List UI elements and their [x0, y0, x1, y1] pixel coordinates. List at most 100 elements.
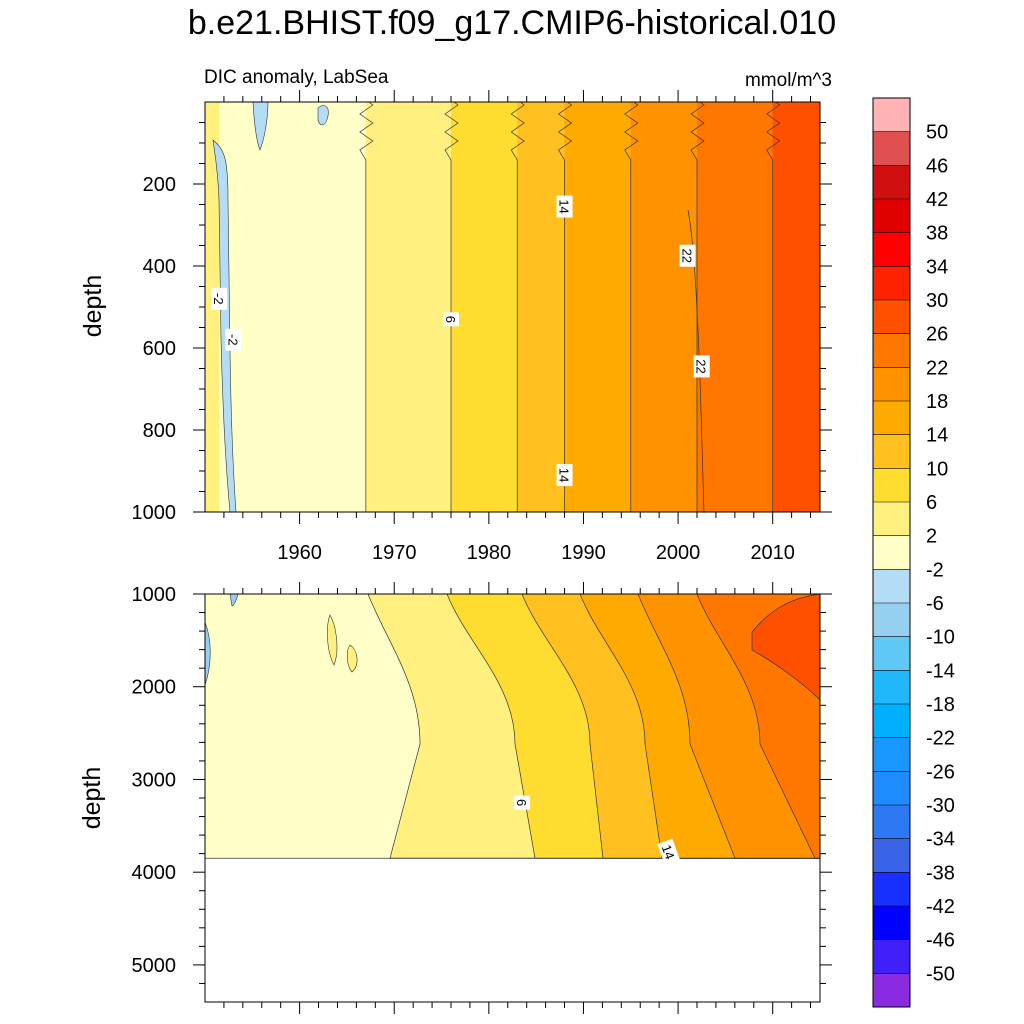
colorbar-swatch [873, 232, 910, 267]
colorbar-label: 50 [926, 122, 948, 144]
colorbar-label: 6 [926, 492, 937, 514]
lower-contour-label: 14 [657, 838, 680, 865]
svg-text:22: 22 [680, 249, 695, 263]
colorbar-swatch [873, 434, 910, 469]
upper-ytick-label: 1000 [132, 502, 177, 524]
upper-ylabel: depth [79, 275, 107, 338]
variable-label: DIC anomaly, LabSea [204, 67, 389, 88]
svg-text:14: 14 [557, 199, 572, 213]
colorbar: 50 46 42 38 34 30 26 22 18 14 10 6 2 -2 -6 -10 -14 -18 -22… [872, 97, 955, 1008]
lower-ytick-label: 5000 [132, 955, 177, 977]
colorbar-label: -10 [926, 627, 955, 649]
svg-text:-2: -2 [211, 293, 226, 305]
upper-band-10 [517, 102, 566, 512]
colorbar-swatch [873, 704, 910, 739]
colorbar-swatch [873, 805, 910, 840]
units-label: mmol/m^3 [745, 70, 832, 91]
lower-panel: 1000 2000 3000 4000 5000 6 14 [132, 582, 832, 1014]
upper-band--2 [219, 102, 367, 512]
svg-text:14: 14 [659, 843, 678, 862]
upper-xtick-label: 1960 [277, 542, 322, 564]
colorbar-swatch [873, 939, 910, 974]
colorbar-label: -30 [926, 795, 955, 817]
svg-text:22: 22 [694, 359, 709, 373]
lower-positive-blob [327, 614, 338, 666]
colorbar-label: -42 [926, 896, 955, 918]
colorbar-label: 10 [926, 458, 948, 480]
upper-ytick-label: 800 [143, 420, 176, 442]
upper-contour-line [766, 101, 781, 512]
colorbar-label: 38 [926, 223, 948, 245]
upper-band-22 [697, 102, 774, 512]
colorbar-label: -2 [926, 559, 944, 581]
colorbar-label: 26 [926, 324, 948, 346]
colorbar-swatch [873, 838, 910, 873]
colorbar-swatch [873, 636, 910, 671]
upper-xtick-label: 1980 [467, 542, 512, 564]
upper-contour-label: 14 [556, 195, 573, 218]
upper-contour-label: 22 [679, 244, 696, 267]
lower-ylabel: depth [78, 767, 106, 830]
colorbar-label: 14 [926, 425, 948, 447]
colorbar-label: 18 [926, 391, 948, 413]
upper-ytick-label: 600 [143, 338, 176, 360]
svg-text:-2: -2 [225, 334, 240, 346]
colorbar-label: 2 [926, 526, 937, 548]
upper-xtick-label: 1990 [561, 542, 606, 564]
colorbar-swatch [873, 603, 910, 638]
colorbar-swatch [873, 872, 910, 907]
colorbar-swatch [873, 468, 910, 503]
colorbar-swatch [873, 569, 910, 604]
colorbar-swatch [873, 131, 910, 166]
colorbar-swatch [873, 401, 910, 436]
lower-contour-label: 6 [513, 795, 530, 810]
colorbar-frame [872, 97, 911, 1008]
colorbar-label: -14 [926, 660, 955, 682]
colorbar-swatch [873, 165, 910, 200]
upper-panel: 200 400 600 800 1000 1960 1970 1980 1990 2000 2010… [132, 90, 832, 564]
colorbar-label: -34 [926, 829, 955, 851]
upper-contour-line [359, 101, 374, 512]
upper-contour-label: 6 [443, 312, 459, 327]
upper-contour-line [624, 101, 639, 512]
colorbar-label: 42 [926, 189, 948, 211]
colorbar-swatch [873, 300, 910, 335]
upper-xtick-label: 1970 [372, 542, 417, 564]
upper-ytick-label: 400 [143, 256, 176, 278]
colorbar-swatch [873, 98, 910, 133]
colorbar-swatch [873, 737, 910, 772]
chart-title: b.e21.BHIST.f09_g17.CMIP6-historical.010 [188, 4, 836, 42]
lower-ytick-label: 4000 [132, 862, 177, 884]
colorbar-label: -18 [926, 694, 955, 716]
lower-positive-blob [346, 644, 358, 673]
upper-contour-line [557, 101, 573, 512]
svg-text:14: 14 [557, 468, 572, 482]
colorbar-label: -50 [926, 963, 955, 985]
upper-contour-line [690, 101, 705, 512]
lower-ytick-label: 3000 [132, 769, 177, 791]
colorbar-swatch [873, 973, 910, 1008]
upper-contour-label: -2 [225, 328, 242, 351]
upper-band-18 [630, 102, 698, 512]
upper-xtick-label: 2000 [656, 542, 701, 564]
colorbar-swatch [873, 367, 910, 402]
upper-contour-line [444, 101, 459, 512]
colorbar-label: 46 [926, 155, 948, 177]
upper-contour-label: -2 [211, 287, 228, 310]
lower-ytick-label: 1000 [132, 584, 177, 606]
colorbar-swatch [873, 502, 910, 537]
colorbar-label: 34 [926, 256, 948, 278]
upper-negative-blob [252, 101, 269, 151]
upper-negative-blob [317, 105, 329, 126]
upper-band-2 [365, 102, 452, 512]
upper-contour-line [510, 101, 525, 512]
upper-band-14 [564, 102, 632, 512]
colorbar-swatch [873, 535, 910, 570]
colorbar-swatch [873, 670, 910, 705]
upper-band-26 [772, 102, 821, 512]
colorbar-label: -6 [926, 593, 944, 615]
colorbar-label: -22 [926, 728, 955, 750]
upper-contour-label: 14 [556, 464, 573, 487]
svg-text:6: 6 [514, 799, 529, 806]
